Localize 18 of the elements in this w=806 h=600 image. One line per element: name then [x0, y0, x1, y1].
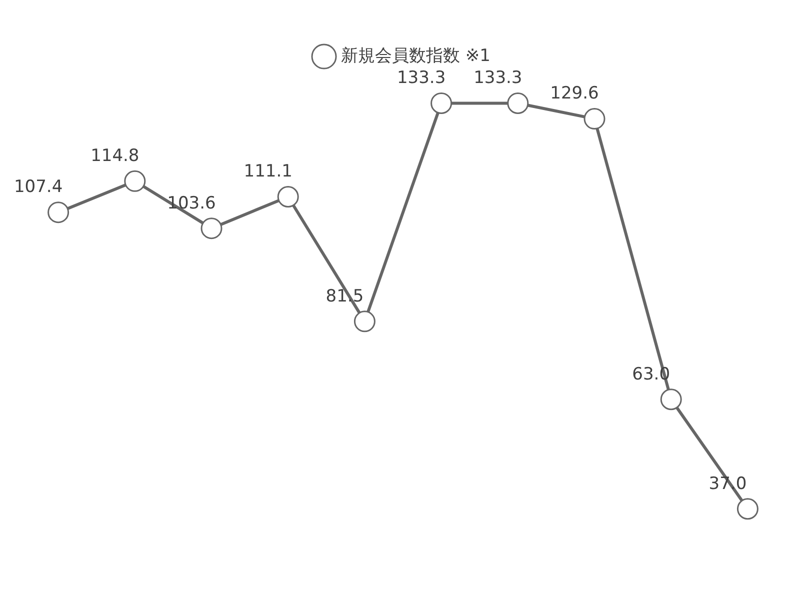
data-label: 114.8 [90, 146, 140, 166]
data-label: 133.3 [396, 68, 446, 88]
legend-label: 新規会員数指数 ※1 [341, 46, 490, 66]
point [430, 92, 452, 114]
data-label: 129.6 [550, 84, 599, 104]
data-label: 133.3 [474, 68, 522, 88]
point [200, 218, 222, 240]
point [736, 498, 758, 520]
data-label: 111.1 [244, 162, 292, 182]
data-label: 103.6 [167, 193, 216, 214]
data-label: 107.4 [14, 177, 63, 198]
point [48, 202, 70, 224]
point [584, 108, 606, 130]
point [124, 170, 146, 192]
point [277, 186, 299, 208]
point [660, 388, 682, 410]
point [354, 310, 376, 332]
point [507, 92, 529, 114]
